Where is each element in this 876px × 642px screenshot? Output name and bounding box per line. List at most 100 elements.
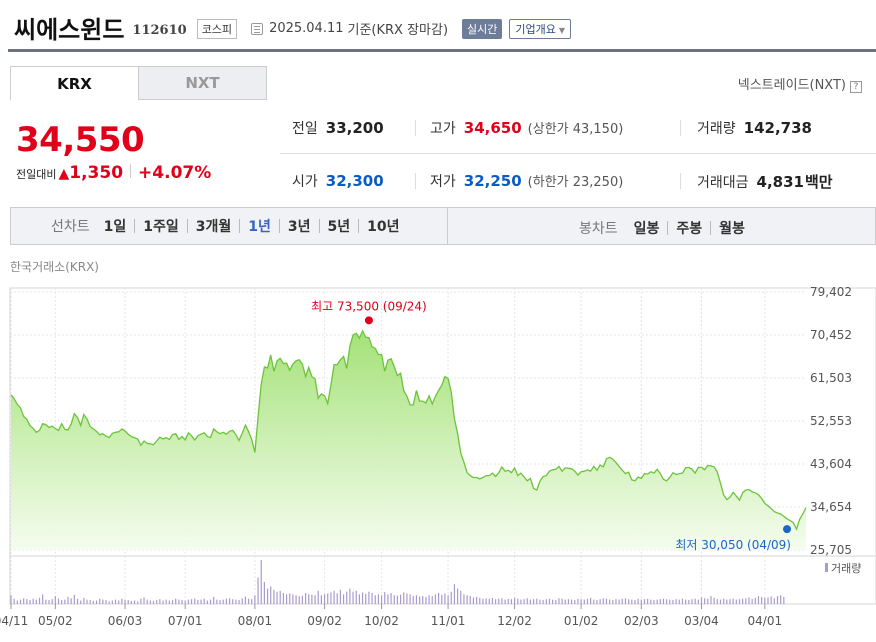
volume-bar [685,599,687,604]
volume-label: 거래량 [697,121,736,137]
volume-bar [545,599,547,604]
volume-bar [235,599,237,604]
volume-bar [694,598,696,604]
volume-bar [599,599,601,604]
candle-weekly[interactable]: 주봉 [676,221,703,237]
volume-bar [140,598,142,604]
volume-bar [678,599,680,604]
candle-monthly[interactable]: 월봉 [719,221,745,237]
y-tick-label: 34,654 [810,500,852,514]
x-tick-label: 12/02 [497,614,532,628]
volume-bar [241,598,243,604]
period-3m[interactable]: 3개월 [195,219,232,235]
trade-amount: 거래대금 4,831 백만 [697,171,833,192]
open-value: 32,300 [325,172,384,190]
low-price: 저가 32,250 (하한가 23,250) [430,171,623,191]
volume-bar [399,594,402,604]
period-10y[interactable]: 10년 [367,219,400,235]
caret-down-icon: ▼ [558,25,566,35]
volume-bar [244,596,246,604]
volume-bar [48,600,50,604]
y-tick-label: 79,402 [810,285,852,299]
volume-bar [314,595,316,604]
change-label: 전일대비 [16,168,57,181]
stat-divider [680,120,681,136]
volume-bar [149,600,151,604]
volume-bar [390,593,392,604]
volume-bar [415,595,418,604]
volume-bar [92,600,94,604]
volume-bar [529,599,532,604]
volume-bar [555,600,557,604]
period-1d[interactable]: 1일 [103,219,127,235]
period-5y[interactable]: 5년 [327,219,351,235]
volume-bar [127,600,129,604]
x-tick-label: 08/01 [238,614,273,628]
tab-nxt[interactable]: NXT [138,66,267,100]
volume-bar [238,600,240,604]
volume-value: 142,738 [743,119,812,137]
volume-bar [29,600,31,604]
candle-daily[interactable]: 일봉 [633,221,660,237]
candle-divider [667,221,669,235]
volume-bar [152,600,155,604]
volume-bar [548,598,551,604]
volume-bar [412,596,414,604]
volume-bar [273,589,275,604]
volume-bar [45,599,47,604]
chart-period-bar: 선차트 1일 1주일 3개월 1년 3년 5년 10년 봉차트 일봉 주봉 월봉 [10,207,876,245]
volume-bar [358,594,361,604]
volume-bar [425,596,427,604]
volume-bar [165,599,167,604]
volume-bar [567,599,570,604]
volume-bar [86,599,88,604]
volume-bar [168,600,170,604]
volume-bar [295,595,297,604]
volume-bar [19,599,22,604]
period-1y[interactable]: 1년 [248,219,271,235]
volume-bar [333,590,335,604]
volume-bar [203,598,205,604]
volume-bar [365,593,367,604]
volume-bar [130,600,132,604]
volume-bar [51,599,53,604]
tab-krx[interactable]: KRX [10,66,139,100]
stock-name: 씨에스윈드 [14,15,125,44]
volume-bar [666,599,668,604]
help-icon[interactable]: ? [850,81,862,93]
volume-bar [285,594,288,604]
period-1w[interactable]: 1주일 [143,219,179,235]
volume-bar [488,598,490,604]
volume-bar [767,597,769,604]
volume-bar [501,598,503,604]
volume-bar [605,598,608,604]
volume-bar [681,598,684,604]
volume-bar [263,582,265,604]
volume-bar [336,593,338,604]
realtime-button[interactable]: 실시간 [462,18,503,39]
volume-bar [561,598,563,604]
prev-close: 전일 33,200 [292,118,384,138]
volume-bar [380,595,383,604]
market-badge: 코스피 [196,18,238,39]
nextrade-link[interactable]: 넥스트레이드(NXT)? [738,74,862,93]
stat-divider [415,173,416,189]
volume-bar [355,590,357,604]
volume-bar [745,598,747,604]
period-3y[interactable]: 3년 [287,219,311,235]
exchange-tabs: KRX NXT [10,66,269,100]
volume-bar [387,594,389,604]
period-bar-divider [447,208,448,244]
company-overview-dropdown[interactable]: 기업개요 ▼ [509,18,572,39]
volume-bar [757,596,760,604]
volume-bar [634,600,636,604]
header-divider [8,49,876,52]
volume-bar [304,593,307,604]
volume-bar [327,593,329,604]
high-value: 34,650 [463,119,522,137]
price-line [10,329,807,531]
prev-close-label: 전일 [292,121,318,137]
volume-bar [32,598,34,604]
x-tick-label: 06/03 [108,614,143,628]
low-label: 저가 [430,174,456,190]
